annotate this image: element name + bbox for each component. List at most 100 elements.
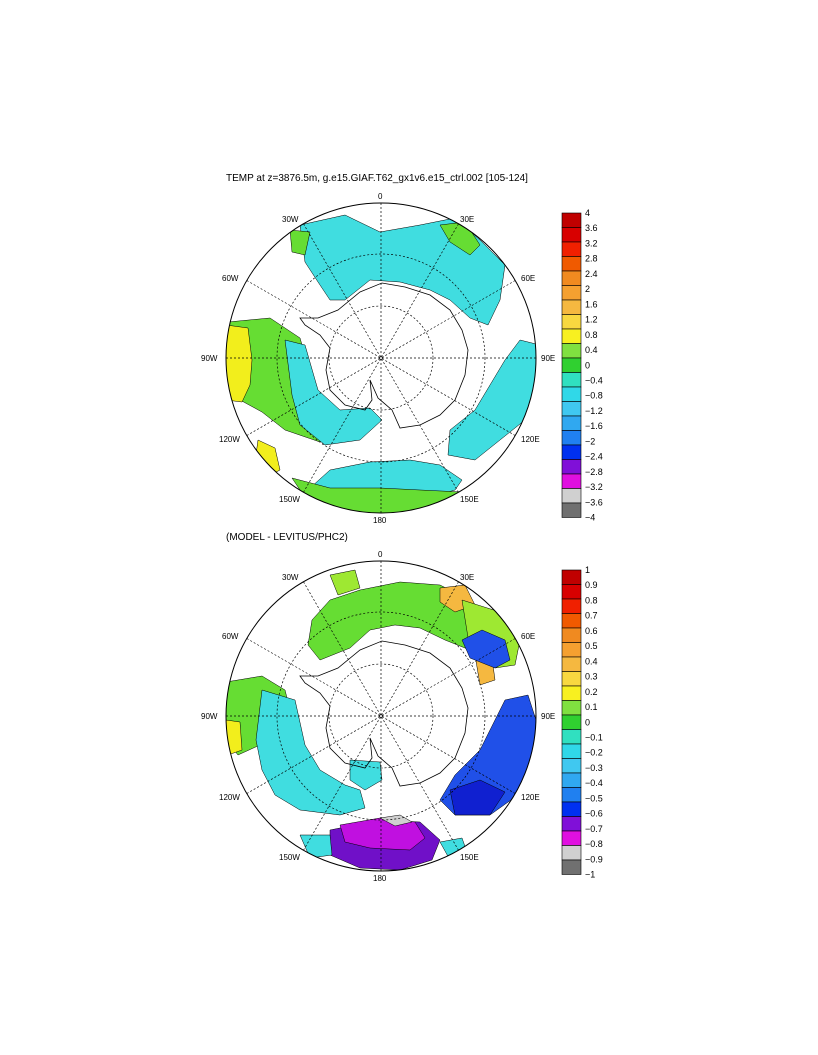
colorbar-swatch (561, 473, 582, 489)
colorbar-label: 2 (585, 284, 590, 294)
lon-label-60e: 60E (521, 632, 535, 641)
colorbar-swatch (561, 343, 582, 359)
colorbar-label: −0.3 (585, 763, 603, 773)
panel-1-field (226, 214, 536, 513)
lon-label-120e: 120E (521, 435, 540, 444)
colorbar-swatch (561, 700, 582, 716)
lon-label-90w: 90W (201, 712, 218, 721)
panel-2-boundary (225, 560, 537, 872)
colorbar-label: 2.4 (585, 269, 598, 279)
colorbar-swatch (561, 459, 582, 475)
colorbar-swatch (561, 241, 582, 257)
colorbar-label: 1.2 (585, 315, 598, 325)
colorbar-label: 2.8 (585, 254, 598, 264)
lon-label-90e: 90E (541, 354, 555, 363)
colorbar-label: −0.5 (585, 793, 603, 803)
field-region (284, 339, 383, 446)
colorbar-swatch (561, 801, 582, 817)
panel-1-map: 0 30E 60E 90E 120E 150E 180 150W 120W 90… (201, 192, 555, 525)
field-region (349, 759, 383, 791)
panel-1-graticule (226, 203, 536, 513)
lon-label-150w: 150W (279, 853, 300, 862)
field-region (447, 339, 536, 461)
colorbar-label: 0.7 (585, 611, 598, 621)
colorbar-label: −0.9 (585, 854, 603, 864)
colorbar-label: −0.2 (585, 748, 603, 758)
colorbar-swatch (561, 227, 582, 243)
colorbar-swatch (561, 430, 582, 446)
colorbar-label: 0 (585, 717, 590, 727)
colorbar-swatch (561, 598, 582, 614)
colorbar-swatch (561, 444, 582, 460)
colorbar-label: −0.8 (585, 839, 603, 849)
colorbar-swatch (561, 859, 582, 875)
colorbar-swatch (561, 685, 582, 701)
colorbar-swatch (561, 613, 582, 629)
colorbar-label: −0.1 (585, 732, 603, 742)
panel-2-graticule (226, 561, 536, 871)
colorbar-swatch (561, 627, 582, 643)
colorbar-label: 0.9 (585, 580, 598, 590)
colorbar-label: 0.4 (585, 345, 598, 355)
colorbar-swatch (561, 386, 582, 402)
colorbar-swatch (561, 830, 582, 846)
colorbar-label: 0.8 (585, 595, 598, 605)
field-region (226, 324, 253, 403)
colorbar-swatch (561, 285, 582, 301)
colorbar-label: −3.6 (585, 497, 603, 507)
lon-label-120e: 120E (521, 793, 540, 802)
lon-label-60w: 60W (222, 274, 239, 283)
field-region (299, 834, 333, 859)
field-region (461, 629, 511, 669)
field-region (299, 214, 506, 326)
lon-label-60w: 60W (222, 632, 239, 641)
colorbar-label: 3.6 (585, 223, 598, 233)
colorbar-label: −0.4 (585, 375, 603, 385)
colorbar-swatch (561, 299, 582, 315)
field-region (289, 229, 311, 256)
colorbar-swatch (561, 816, 582, 832)
colorbar-swatch (561, 357, 582, 373)
colorbar-label: −2.4 (585, 452, 603, 462)
field-region (307, 581, 481, 661)
colorbar-swatch (561, 415, 582, 431)
colorbar-swatch (561, 787, 582, 803)
lon-label-0: 0 (378, 192, 383, 201)
panel-2-title: (MODEL - LEVITUS/PHC2) (226, 532, 348, 543)
colorbar-swatch (561, 401, 582, 417)
colorbar-label: 0.4 (585, 656, 598, 666)
colorbar-swatch (561, 772, 582, 788)
lon-label-180: 180 (373, 516, 387, 525)
lon-label-180: 180 (373, 874, 387, 883)
lon-label-90e: 90E (541, 712, 555, 721)
lon-label-150e: 150E (460, 853, 479, 862)
field-region (255, 689, 366, 816)
colorbar-label: −2 (585, 436, 595, 446)
lon-label-30w: 30W (282, 215, 299, 224)
lon-label-90w: 90W (201, 354, 218, 363)
lon-label-30e: 30E (460, 573, 474, 582)
colorbar-label: 3.2 (585, 238, 598, 248)
lon-label-150e: 150E (460, 495, 479, 504)
colorbar-label: 0 (585, 360, 590, 370)
colorbar-label: 0.5 (585, 641, 598, 651)
colorbar-swatch (561, 714, 582, 730)
lon-label-150w: 150W (279, 495, 300, 504)
colorbar-label: 0.8 (585, 330, 598, 340)
lon-label-30e: 30E (460, 215, 474, 224)
colorbar-label: 0.2 (585, 687, 598, 697)
colorbar-label: 0.1 (585, 702, 598, 712)
colorbar-label: 0.6 (585, 626, 598, 636)
colorbar-swatch (561, 488, 582, 504)
colorbar-swatch (561, 502, 582, 518)
colorbar-swatch (561, 758, 582, 774)
colorbar-swatch (561, 656, 582, 672)
colorbar-swatch (561, 845, 582, 861)
colorbar-swatch (561, 569, 582, 585)
colorbar-swatch (561, 270, 582, 286)
colorbar-label: 4 (585, 208, 590, 218)
colorbar-label: −1.6 (585, 421, 603, 431)
panel-1-title: TEMP at z=3876.5m, g.e15.GIAF.T62_gx1v6.… (226, 173, 528, 184)
colorbar-swatch (561, 671, 582, 687)
